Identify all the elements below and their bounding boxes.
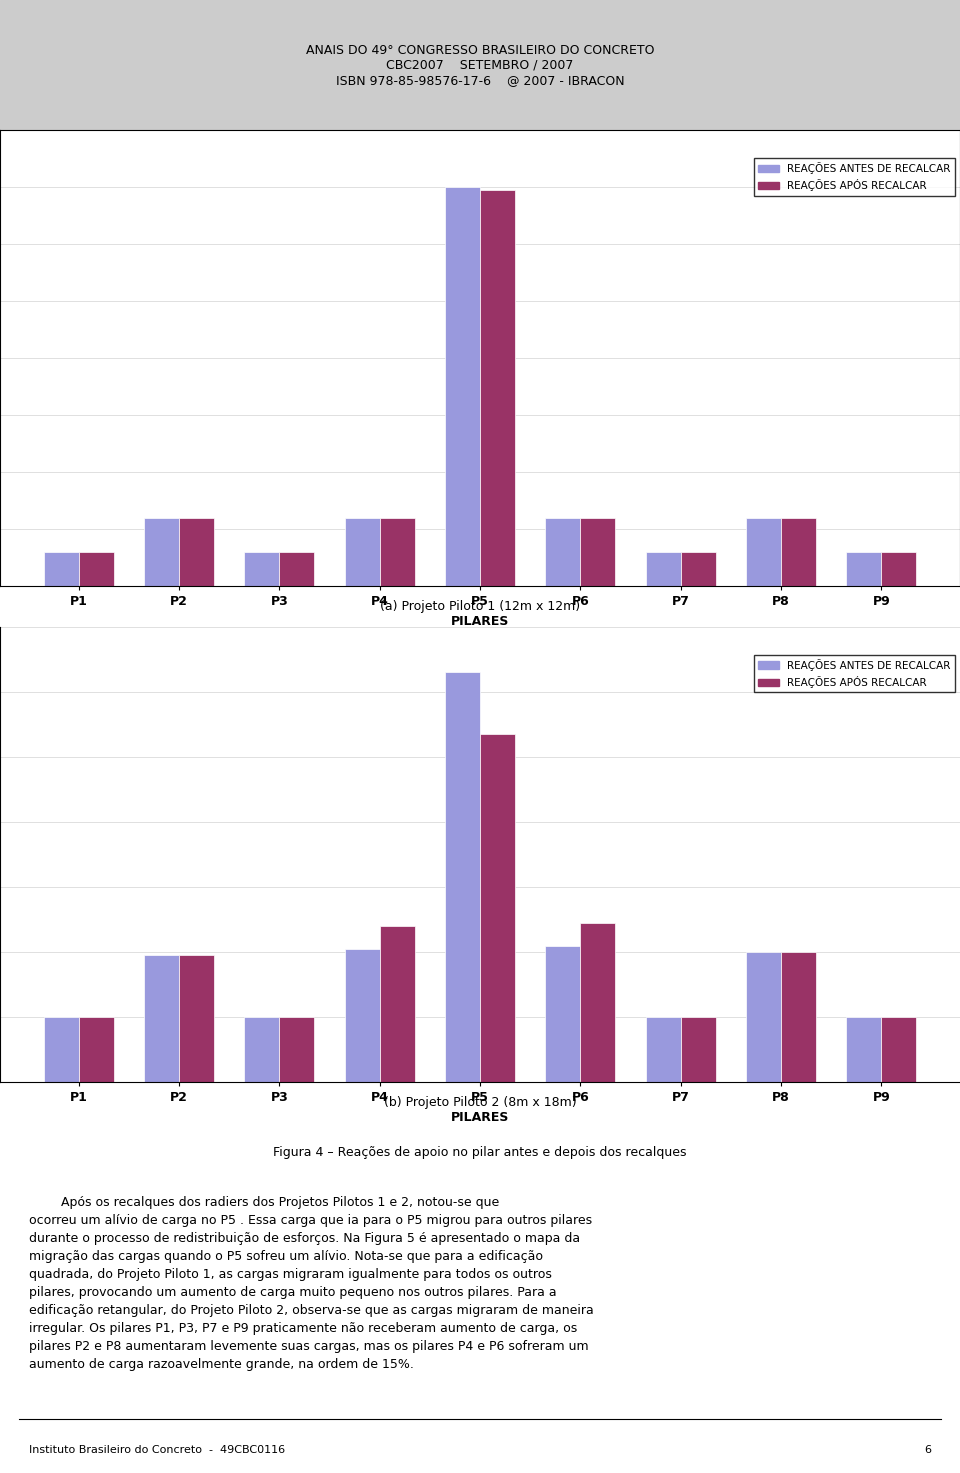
Bar [79,1018,114,1083]
Bar [345,949,380,1083]
Bar [444,672,480,1083]
Legend: REAÇÕES ANTES DE RECALCAR, REAÇÕES APÓS RECALCAR: REAÇÕES ANTES DE RECALCAR, REAÇÕES APÓS … [754,158,955,196]
Bar [881,552,917,586]
Bar [545,946,580,1083]
Bar [746,517,780,586]
Text: Instituto Brasileiro do Concreto  -  49CBC0116: Instituto Brasileiro do Concreto - 49CBC… [29,1445,285,1455]
Text: (a) Projeto Piloto 1 (12m x 12m): (a) Projeto Piloto 1 (12m x 12m) [380,600,580,613]
Text: 6: 6 [924,1445,931,1455]
Bar [580,924,615,1083]
X-axis label: PILARES: PILARES [451,1111,509,1124]
Bar [480,190,516,586]
Bar [780,952,816,1083]
Bar [244,552,279,586]
Legend: REAÇÕES ANTES DE RECALCAR, REAÇÕES APÓS RECALCAR: REAÇÕES ANTES DE RECALCAR, REAÇÕES APÓS … [754,654,955,692]
Text: Figura 4 – Reações de apoio no pilar antes e depois dos recalques: Figura 4 – Reações de apoio no pilar ant… [274,1146,686,1159]
Bar [43,1018,79,1083]
Text: Após os recalques dos radiers dos Projetos Pilotos 1 e 2, notou-se que
ocorreu u: Após os recalques dos radiers dos Projet… [29,1196,593,1371]
Bar [279,1018,315,1083]
Bar [780,517,816,586]
Bar [580,517,615,586]
Text: ANAIS DO 49° CONGRESSO BRASILEIRO DO CONCRETO
CBC2007    SETEMBRO / 2007
ISBN 97: ANAIS DO 49° CONGRESSO BRASILEIRO DO CON… [305,44,655,87]
Bar [180,517,214,586]
Bar [380,927,415,1083]
Bar [279,552,315,586]
Bar [846,552,881,586]
Bar [480,734,516,1083]
Bar [881,1018,917,1083]
Bar [79,552,114,586]
Bar [545,517,580,586]
X-axis label: PILARES: PILARES [451,614,509,627]
Bar [180,956,214,1083]
Bar [681,552,716,586]
Bar [144,517,180,586]
Bar [444,187,480,586]
Bar [144,956,180,1083]
Bar [645,552,681,586]
Bar [645,1018,681,1083]
Bar [244,1018,279,1083]
Text: (b) Projeto Piloto 2 (8m x 18m): (b) Projeto Piloto 2 (8m x 18m) [384,1096,576,1109]
Bar [345,517,380,586]
Bar [43,552,79,586]
Bar [846,1018,881,1083]
Bar [380,517,415,586]
Bar [681,1018,716,1083]
Bar [746,952,780,1083]
